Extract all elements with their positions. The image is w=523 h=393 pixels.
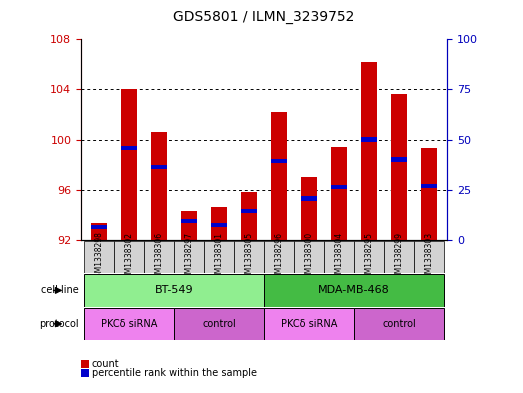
Text: percentile rank within the sample: percentile rank within the sample <box>92 368 256 378</box>
Bar <box>91 225 107 230</box>
Text: GSM1338299: GSM1338299 <box>395 231 404 283</box>
Bar <box>324 241 354 273</box>
Bar <box>354 241 384 273</box>
Bar <box>181 211 197 240</box>
Bar <box>294 241 324 273</box>
Bar <box>91 224 107 240</box>
Bar <box>84 274 264 307</box>
Text: GSM1338300: GSM1338300 <box>304 231 314 283</box>
Bar <box>391 157 407 162</box>
Text: GSM1338304: GSM1338304 <box>335 231 344 283</box>
Bar <box>211 222 227 227</box>
Text: control: control <box>202 319 236 329</box>
Bar <box>204 241 234 273</box>
Bar <box>354 308 444 340</box>
Text: BT-549: BT-549 <box>155 285 194 296</box>
Text: GDS5801 / ILMN_3239752: GDS5801 / ILMN_3239752 <box>174 9 355 24</box>
Bar <box>181 219 197 223</box>
Text: control: control <box>382 319 416 329</box>
Bar <box>241 209 257 213</box>
Bar <box>84 241 114 273</box>
Text: GSM1338303: GSM1338303 <box>425 231 434 283</box>
Bar <box>264 241 294 273</box>
Bar <box>114 241 144 273</box>
Bar <box>271 112 287 240</box>
Text: GSM1338306: GSM1338306 <box>155 231 164 283</box>
Text: GSM1338298: GSM1338298 <box>95 231 104 283</box>
Bar <box>421 148 437 240</box>
Text: GSM1338295: GSM1338295 <box>365 231 373 283</box>
Bar <box>121 146 137 151</box>
Bar <box>151 165 167 169</box>
Text: cell line: cell line <box>41 285 78 296</box>
Text: GSM1338296: GSM1338296 <box>275 231 283 283</box>
Bar <box>121 90 138 240</box>
Bar <box>391 94 407 240</box>
Text: MDA-MB-468: MDA-MB-468 <box>319 285 390 296</box>
Bar <box>361 62 378 240</box>
Bar <box>241 192 257 240</box>
Text: count: count <box>92 359 119 369</box>
Bar <box>331 185 347 189</box>
Bar <box>331 147 347 240</box>
Bar <box>271 159 287 163</box>
Bar <box>234 241 264 273</box>
Text: GSM1338302: GSM1338302 <box>124 231 133 283</box>
Text: GSM1338297: GSM1338297 <box>185 231 194 283</box>
Bar <box>174 241 204 273</box>
Bar <box>211 207 228 240</box>
Text: protocol: protocol <box>39 319 78 329</box>
Bar <box>264 308 354 340</box>
Bar <box>144 241 174 273</box>
Bar <box>414 241 444 273</box>
Bar <box>174 308 264 340</box>
Bar <box>301 196 317 200</box>
Bar <box>301 177 317 240</box>
Bar <box>361 137 377 142</box>
Text: GSM1338305: GSM1338305 <box>245 231 254 283</box>
Bar <box>151 132 167 240</box>
Bar <box>422 184 437 188</box>
Bar <box>84 308 174 340</box>
Text: GSM1338301: GSM1338301 <box>214 231 224 283</box>
Text: PKCδ siRNA: PKCδ siRNA <box>281 319 337 329</box>
Bar <box>384 241 414 273</box>
Bar <box>264 274 444 307</box>
Text: PKCδ siRNA: PKCδ siRNA <box>101 319 157 329</box>
